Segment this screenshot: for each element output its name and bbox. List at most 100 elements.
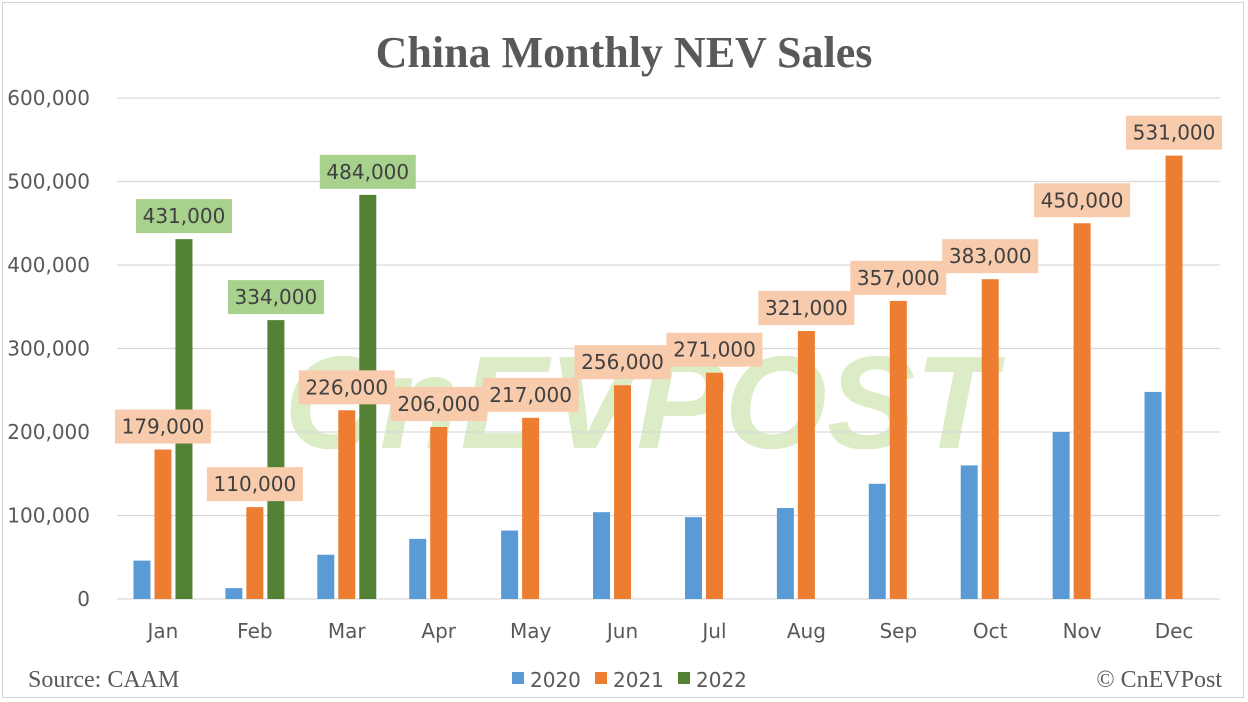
x-tick-label: Oct [973, 619, 1008, 643]
x-tick-label: Mar [328, 619, 367, 643]
y-axis-ticks: 0 100,000 200,000 300,000 400,000 500,000 600,… [7, 86, 90, 611]
data-label-box [298, 370, 395, 405]
x-tick-label: Jun [605, 619, 638, 643]
legend-swatch-2020 [512, 672, 524, 684]
bars [133, 155, 1183, 600]
data-label-2021-Jan: 179,000 [114, 409, 211, 444]
data-label-2021-Oct: 383,000 [942, 239, 1039, 274]
data-label-2021-Apr: 206,000 [390, 386, 487, 421]
data-label-box [758, 290, 855, 325]
data-label-text: 484,000 [326, 160, 409, 184]
x-tick-label: Apr [421, 619, 456, 643]
bar-2021-May [522, 417, 540, 599]
data-label-2022-Feb: 334,000 [227, 280, 324, 315]
bar-2021-Jan [154, 449, 172, 599]
y-tick-label: 300,000 [7, 337, 90, 361]
source-note: Source: CAAM [28, 667, 179, 693]
x-tick-label: May [510, 619, 552, 643]
data-label-box [942, 239, 1039, 274]
bar-2020-Feb [225, 588, 243, 599]
data-label-text: 179,000 [122, 415, 205, 439]
data-label-box [135, 199, 232, 234]
bar-2021-Sep [889, 300, 907, 599]
data-label-box [574, 345, 671, 380]
data-label-2021-Nov: 450,000 [1034, 183, 1131, 218]
bar-2020-Nov [1052, 432, 1070, 599]
data-label-2021-Jun: 256,000 [574, 345, 671, 380]
chart-title: China Monthly NEV Sales [376, 28, 873, 77]
y-tick-label: 400,000 [7, 253, 90, 277]
bar-2020-Jan [133, 560, 151, 599]
y-tick-label: 0 [77, 587, 90, 611]
bar-2021-Oct [981, 279, 999, 599]
data-label-text: 334,000 [235, 285, 318, 309]
data-label-text: 110,000 [214, 472, 297, 496]
copyright-note: © CnEVPost [1096, 667, 1222, 693]
data-label-2021-Sep: 357,000 [850, 260, 947, 295]
data-label-2021-Dec: 531,000 [1126, 115, 1223, 150]
bar-2020-Sep [868, 483, 886, 599]
data-labels: 179,000 110,000 226,000 206,000 217,000 256,0… [114, 115, 1223, 502]
bar-2021-Mar [338, 410, 356, 599]
data-label-2021-Jul: 271,000 [666, 332, 763, 367]
y-tick-label: 200,000 [7, 420, 90, 444]
data-label-text: 226,000 [305, 375, 388, 399]
data-label-text: 206,000 [397, 392, 480, 416]
y-tick-label: 600,000 [7, 86, 90, 110]
data-label-text: 531,000 [1133, 121, 1216, 145]
data-label-2021-Aug: 321,000 [758, 290, 855, 325]
data-label-2021-Feb: 110,000 [206, 467, 303, 502]
data-label-box [319, 154, 416, 189]
bar-2020-Dec [1144, 391, 1162, 599]
x-tick-label: Aug [787, 619, 826, 643]
bar-2020-Aug [776, 507, 794, 599]
bar-2021-Dec [1165, 155, 1183, 600]
x-tick-label: Jul [700, 619, 726, 643]
data-label-box [227, 280, 324, 315]
y-tick-label: 100,000 [7, 504, 90, 528]
bar-2021-Apr [430, 426, 448, 599]
data-label-box [1034, 183, 1131, 218]
bar-2021-Jul [705, 372, 723, 599]
x-tick-label: Jan [146, 619, 179, 643]
x-axis-ticks: Jan Feb Mar Apr May Jun Jul Aug Sep Oct Nov Dec [146, 619, 1194, 643]
data-label-text: 321,000 [765, 296, 848, 320]
data-label-box [482, 377, 579, 412]
legend-swatch-2022 [678, 672, 690, 684]
data-label-box [850, 260, 947, 295]
legend-label-2020: 2020 [530, 668, 581, 692]
bar-2021-Aug [797, 330, 815, 599]
data-label-2021-Mar: 226,000 [298, 370, 395, 405]
data-label-text: 217,000 [489, 383, 572, 407]
data-label-box [114, 409, 211, 444]
legend: 2020 2021 2022 [512, 668, 747, 692]
data-label-box [206, 467, 303, 502]
y-tick-label: 500,000 [7, 170, 90, 194]
legend-swatch-2021 [595, 672, 607, 684]
bar-2022-Feb [267, 320, 285, 599]
data-label-text: 256,000 [581, 350, 664, 374]
legend-label-2021: 2021 [613, 668, 664, 692]
data-label-text: 431,000 [143, 204, 226, 228]
data-label-2022-Mar: 484,000 [319, 154, 416, 189]
data-label-text: 271,000 [673, 338, 756, 362]
bar-2021-Feb [246, 507, 264, 599]
bar-2020-Jun [593, 512, 611, 599]
data-label-box [666, 332, 763, 367]
data-label-box [390, 386, 487, 421]
data-label-text: 357,000 [857, 266, 940, 290]
x-tick-label: Dec [1155, 619, 1194, 643]
legend-label-2022: 2022 [696, 668, 747, 692]
bar-2020-Oct [960, 465, 978, 599]
bar-2020-Apr [409, 538, 427, 599]
data-label-2021-May: 217,000 [482, 377, 579, 412]
data-label-text: 383,000 [949, 244, 1032, 268]
gridlines [117, 97, 1220, 600]
x-tick-label: Feb [237, 619, 272, 643]
bar-2020-May [501, 530, 519, 599]
data-label-box [1126, 115, 1223, 150]
bar-2021-Jun [614, 385, 632, 599]
data-label-text: 450,000 [1041, 188, 1124, 212]
x-tick-label: Sep [879, 619, 917, 643]
